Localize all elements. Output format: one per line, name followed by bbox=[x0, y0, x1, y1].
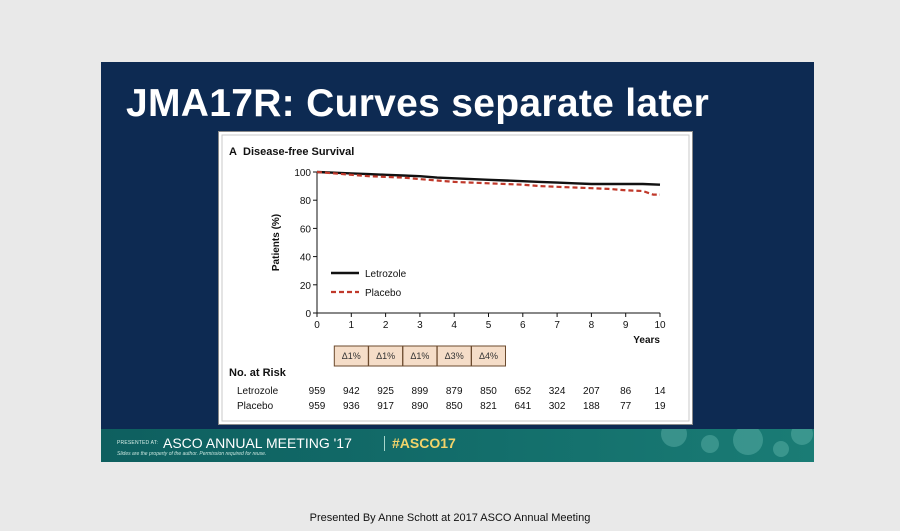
risk-cell: 899 bbox=[412, 386, 429, 397]
footer-bar: PRESENTED AT: ASCO ANNUAL MEETING '17 #A… bbox=[101, 429, 814, 462]
risk-cell: 925 bbox=[377, 386, 394, 397]
risk-cell: 850 bbox=[446, 401, 463, 412]
risk-cell: 324 bbox=[549, 386, 566, 397]
x-tick-label: 2 bbox=[383, 320, 389, 331]
risk-row-label: Letrozole bbox=[237, 386, 279, 397]
chart-svg: A Disease-free Survival 0 20 40 60 80 100 0 1 2 3 4 5… bbox=[221, 134, 690, 422]
slide-title: JMA17R: Curves separate later bbox=[126, 82, 710, 125]
y-tick-label: 20 bbox=[300, 281, 312, 292]
footer-decoration bbox=[791, 429, 813, 445]
risk-cell: 917 bbox=[377, 401, 394, 412]
risk-cell: 936 bbox=[343, 401, 360, 412]
meeting-name: ASCO ANNUAL MEETING '17 bbox=[163, 435, 352, 451]
y-tick-label: 80 bbox=[300, 196, 312, 207]
risk-cell: 207 bbox=[583, 386, 600, 397]
series-line-letrozole bbox=[316, 170, 661, 186]
risk-cell: 959 bbox=[309, 386, 326, 397]
x-tick-label: 4 bbox=[451, 320, 457, 331]
legend-label: Placebo bbox=[365, 288, 402, 299]
risk-cell: 14 bbox=[654, 386, 666, 397]
panel-letter: A bbox=[229, 146, 237, 158]
figure-inner-border bbox=[221, 134, 690, 422]
x-tick-label: 8 bbox=[589, 320, 595, 331]
x-tick-label: 0 bbox=[314, 320, 320, 331]
chart-title: Disease-free Survival bbox=[243, 146, 354, 158]
risk-row-label: Placebo bbox=[237, 401, 274, 412]
risk-delta-label: Δ4% bbox=[479, 351, 498, 361]
footer-disclaimer: Slides are the property of the author. P… bbox=[117, 451, 267, 457]
presenter-caption: Presented By Anne Schott at 2017 ASCO An… bbox=[309, 512, 591, 524]
risk-cell: 77 bbox=[620, 401, 632, 412]
hashtag: #ASCO17 bbox=[392, 435, 456, 451]
x-tick-label: 1 bbox=[349, 320, 355, 331]
x-axis-label: Years bbox=[633, 335, 660, 346]
x-tick-label: 6 bbox=[520, 320, 526, 331]
risk-cell: 86 bbox=[620, 386, 632, 397]
chart-figure: A Disease-free Survival 0 20 40 60 80 100 0 1 2 3 4 5… bbox=[218, 131, 693, 425]
slide: JMA17R: Curves separate later A Disease-f… bbox=[101, 62, 814, 462]
risk-delta-box bbox=[471, 345, 506, 367]
y-tick-label: 60 bbox=[300, 224, 312, 235]
risk-cell: 821 bbox=[480, 401, 497, 412]
risk-cell: 890 bbox=[412, 401, 429, 412]
risk-cell: 641 bbox=[514, 401, 531, 412]
risk-cell: 959 bbox=[309, 401, 326, 412]
risk-cell: 19 bbox=[654, 401, 666, 412]
series-line-placebo bbox=[316, 170, 660, 196]
risk-cell: 942 bbox=[343, 386, 360, 397]
risk-table-header: No. at Risk bbox=[229, 367, 287, 379]
risk-cell: 652 bbox=[514, 386, 531, 397]
y-tick-label: 100 bbox=[294, 168, 311, 179]
legend-label: Letrozole bbox=[365, 269, 407, 280]
risk-cell: 879 bbox=[446, 386, 463, 397]
risk-delta-label: Δ1% bbox=[410, 351, 429, 361]
x-tick-label: 7 bbox=[554, 320, 560, 331]
y-tick-label: 0 bbox=[305, 309, 311, 320]
presented-at-label: PRESENTED AT: bbox=[117, 440, 159, 446]
x-tick-label: 5 bbox=[486, 320, 492, 331]
x-tick-label: 10 bbox=[654, 320, 666, 331]
footer-decoration bbox=[773, 441, 789, 457]
risk-delta-label: Δ1% bbox=[376, 351, 395, 361]
y-axis-label: Patients (%) bbox=[271, 214, 282, 271]
risk-delta-label: Δ3% bbox=[445, 351, 464, 361]
risk-delta-label: Δ1% bbox=[342, 351, 361, 361]
x-tick-label: 3 bbox=[417, 320, 423, 331]
x-tick-label: 9 bbox=[623, 320, 629, 331]
footer-decoration bbox=[701, 435, 719, 453]
y-tick-label: 40 bbox=[300, 253, 312, 264]
risk-cell: 850 bbox=[480, 386, 497, 397]
risk-cell: 188 bbox=[583, 401, 600, 412]
risk-cell: 302 bbox=[549, 401, 566, 412]
footer-divider bbox=[384, 436, 385, 451]
footer-decoration bbox=[733, 429, 763, 455]
footer-decoration bbox=[661, 429, 687, 447]
